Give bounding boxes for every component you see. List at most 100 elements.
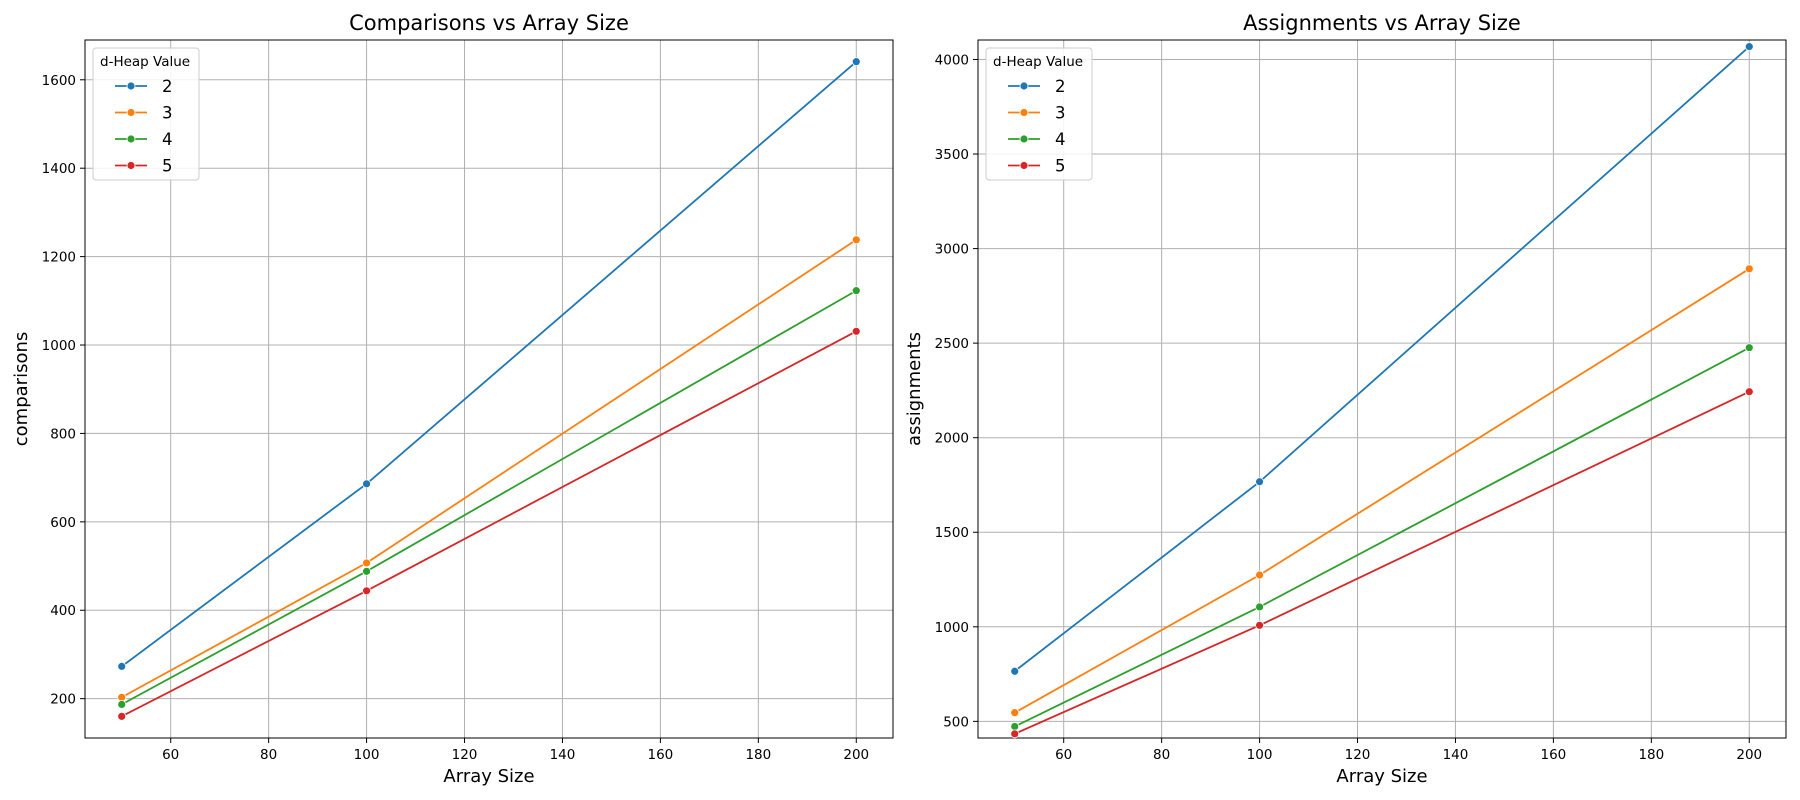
chart-panel-2: 60 80 100 120 140 160 180 200 500 1000 1500 2000 250… (904, 11, 1787, 787)
series-line (1014, 268, 1750, 714)
data-point (362, 566, 371, 576)
data-point (1010, 666, 1020, 676)
data-point (1010, 708, 1020, 718)
series-5 (1010, 387, 1754, 739)
legend: d-Heap Value 2 3 4 5 (92, 47, 200, 181)
x-tick-label: 120 (1345, 747, 1371, 763)
legend-box (92, 47, 200, 181)
x-tick-label: 180 (745, 747, 771, 763)
y-tick-label: 2000 (935, 431, 969, 447)
data-point (117, 700, 127, 709)
y-tick-label: 800 (50, 426, 76, 442)
legend-marker (126, 134, 136, 144)
data-point (851, 57, 861, 67)
x-tick-label: 100 (1247, 747, 1273, 763)
y-tick-label: 200 (50, 692, 76, 708)
y-tick-label: 2500 (935, 336, 969, 352)
data-point (117, 661, 127, 671)
y-tick-label: 400 (50, 603, 76, 619)
series-line (121, 289, 857, 706)
legend-marker (126, 108, 136, 117)
gridlines (85, 40, 893, 738)
legend-entry: 2 (162, 77, 173, 96)
chart-panel-1: 60 80 100 120 140 160 180 200 200 400 600 800 1000 12… (11, 11, 894, 787)
data-point (1010, 722, 1020, 731)
series-3 (1010, 264, 1754, 718)
y-tick-label: 4000 (935, 52, 969, 68)
y-axis-label: assignments (904, 332, 925, 446)
data-point (362, 558, 371, 568)
legend-entry: 4 (1055, 130, 1066, 149)
x-tick-label: 120 (452, 747, 478, 763)
x-tick-label: 80 (260, 747, 277, 763)
legend-entry: 5 (1055, 157, 1066, 176)
series-4 (117, 286, 861, 709)
y-tick-label: 1200 (42, 250, 76, 266)
data-point (1744, 343, 1754, 353)
legend-marker (1019, 134, 1029, 144)
x-tick-label: 60 (1055, 747, 1072, 763)
x-tick-label: 60 (162, 747, 179, 763)
x-tick-label: 80 (1153, 747, 1170, 763)
y-tick-label: 600 (50, 515, 76, 531)
legend-marker (126, 81, 136, 91)
plot-frame (977, 39, 1787, 739)
y-tick-label: 1000 (42, 338, 76, 354)
x-tick-label: 200 (1736, 747, 1762, 763)
data-point (1255, 620, 1264, 630)
y-tick-label: 1500 (935, 525, 969, 541)
series-2 (117, 57, 861, 671)
y-tick-label: 1000 (935, 620, 969, 636)
series-line (121, 330, 857, 718)
x-tick-label: 200 (843, 747, 869, 763)
legend-marker (1019, 108, 1029, 117)
y-axis-label: comparisons (11, 332, 32, 446)
gridlines (978, 40, 1786, 738)
data-point (851, 326, 861, 336)
series-line (1014, 346, 1750, 728)
legend-entry: 3 (162, 104, 173, 123)
legend-title: d-Heap Value (100, 54, 190, 70)
series-line (1014, 45, 1750, 672)
legend-entry: 5 (162, 157, 173, 176)
data-point (1010, 729, 1020, 739)
series-4 (1010, 343, 1754, 731)
data-point (362, 479, 371, 489)
y-tick-label: 1400 (42, 161, 76, 177)
data-point (851, 286, 861, 296)
chart-title: Assignments vs Array Size (1243, 11, 1521, 35)
data-point (851, 235, 861, 245)
legend-marker (1019, 81, 1029, 91)
data-point (362, 586, 371, 596)
x-axis-label: Array Size (1336, 766, 1427, 787)
x-tick-label: 140 (550, 747, 576, 763)
legend-title: d-Heap Value (993, 54, 1083, 70)
x-tick-label: 100 (354, 747, 380, 763)
series-2 (1010, 42, 1754, 676)
y-tick-label: 1600 (42, 73, 76, 89)
data-point (1255, 602, 1264, 612)
x-tick-label: 180 (1638, 747, 1664, 763)
x-tick-label: 160 (1541, 747, 1567, 763)
data-point (117, 711, 127, 721)
legend-entry: 2 (1055, 77, 1066, 96)
x-axis-label: Array Size (443, 766, 534, 787)
data-point (1744, 264, 1754, 274)
y-tick-label: 3000 (935, 242, 969, 258)
y-tick-label: 500 (943, 714, 969, 730)
legend-marker (1019, 161, 1029, 170)
legend-marker (126, 161, 136, 170)
series-line (1014, 390, 1750, 735)
legend-entry: 4 (162, 130, 173, 149)
data-point (1255, 477, 1264, 487)
x-tick-label: 140 (1443, 747, 1469, 763)
data-point (1255, 570, 1264, 580)
series-line (121, 239, 857, 699)
y-tick-label: 3500 (935, 147, 969, 163)
legend: d-Heap Value 2 3 4 5 (985, 47, 1093, 181)
series-3 (117, 235, 861, 702)
plot-frame (84, 39, 894, 739)
series-5 (117, 326, 861, 721)
legend-entry: 3 (1055, 104, 1066, 123)
